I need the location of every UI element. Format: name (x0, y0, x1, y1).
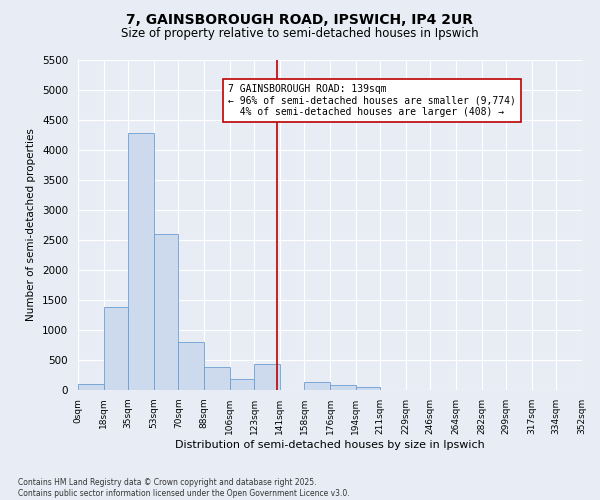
Bar (154, 234, 178, 390)
Text: Contains HM Land Registry data © Crown copyright and database right 2025.
Contai: Contains HM Land Registry data © Crown c… (18, 478, 350, 498)
Bar (230, 378, 254, 390)
Bar (304, 382, 330, 390)
Text: Size of property relative to semi-detached houses in Ipswich: Size of property relative to semi-detach… (121, 28, 479, 40)
Text: 7, GAINSBOROUGH ROAD, IPSWICH, IP4 2UR: 7, GAINSBOROUGH ROAD, IPSWICH, IP4 2UR (127, 12, 473, 26)
Bar (204, 366, 230, 390)
Bar (78, 384, 104, 390)
Bar (178, 342, 204, 390)
Bar (356, 387, 380, 390)
Y-axis label: Number of semi-detached properties: Number of semi-detached properties (26, 128, 37, 322)
X-axis label: Distribution of semi-detached houses by size in Ipswich: Distribution of semi-detached houses by … (175, 440, 485, 450)
Bar (128, 133, 154, 390)
Text: 7 GAINSBOROUGH ROAD: 139sqm
← 96% of semi-detached houses are smaller (9,774)
  : 7 GAINSBOROUGH ROAD: 139sqm ← 96% of sem… (229, 84, 516, 117)
Bar (254, 364, 280, 390)
Bar (330, 385, 356, 390)
Bar (104, 307, 128, 390)
